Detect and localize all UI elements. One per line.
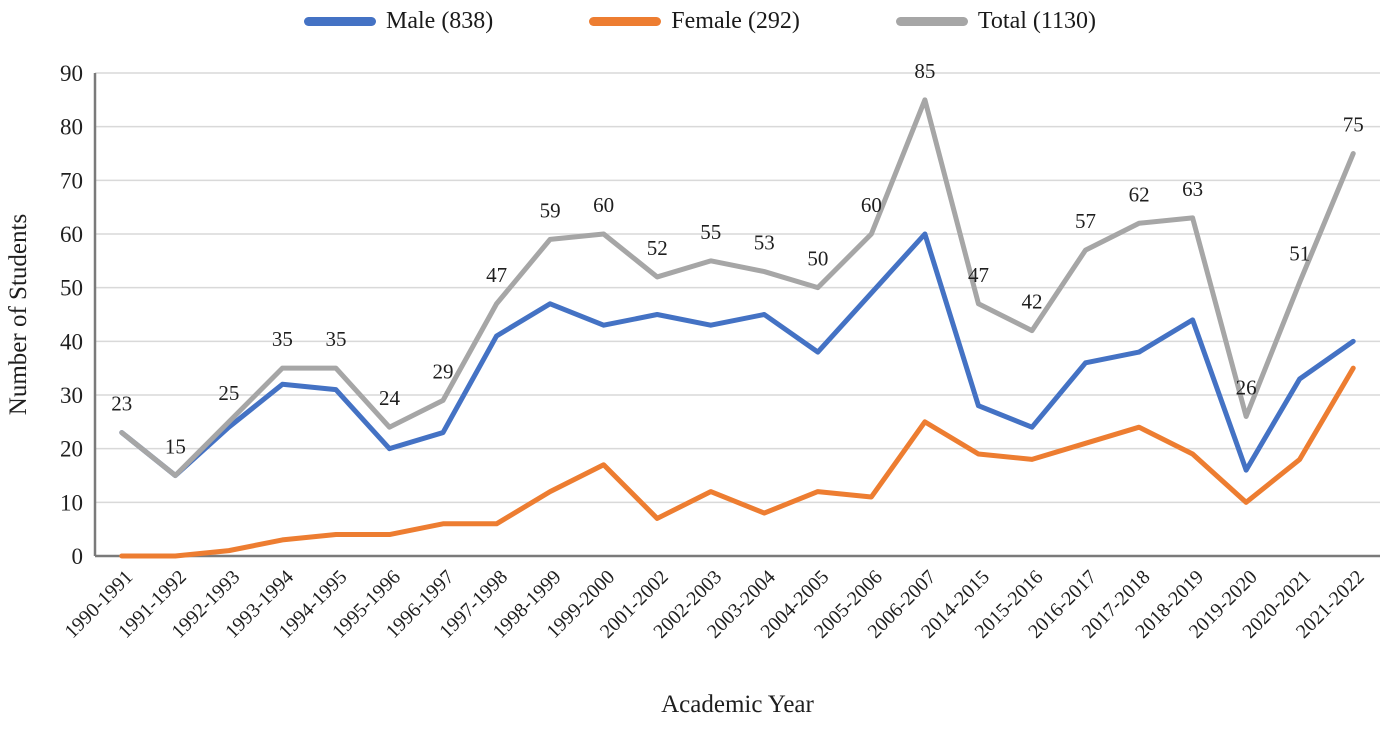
legend-line-swatch	[304, 16, 376, 26]
data-label: 35	[325, 327, 346, 351]
data-label: 59	[540, 198, 561, 222]
data-label: 53	[754, 231, 775, 255]
data-label: 62	[1129, 182, 1150, 206]
y-tick-label: 10	[60, 490, 83, 515]
y-tick-label: 0	[72, 544, 84, 569]
y-axis-title: Number of Students	[5, 214, 32, 415]
data-label: 51	[1289, 241, 1310, 265]
data-label: 24	[379, 386, 401, 410]
y-tick-label: 40	[60, 329, 83, 354]
legend-line-swatch	[589, 16, 662, 26]
legend-label: Male (838)	[386, 7, 494, 34]
data-label: 52	[647, 236, 668, 260]
data-label: 60	[861, 193, 882, 217]
legend-label: Female (292)	[671, 7, 800, 34]
y-tick-label: 70	[60, 168, 83, 193]
data-label: 26	[1236, 375, 1257, 399]
y-tick-label: 50	[60, 276, 83, 301]
data-label: 60	[593, 193, 614, 217]
series-line-female	[119, 365, 1356, 559]
data-label: 50	[807, 247, 828, 271]
y-tick-label: 60	[60, 222, 83, 247]
legend-line-swatch	[895, 16, 968, 26]
data-label: 23	[111, 392, 132, 416]
series-line-total	[119, 97, 1356, 478]
data-label: 75	[1343, 113, 1364, 137]
legend-item: Male (838)	[304, 8, 493, 35]
data-label: 35	[272, 327, 293, 351]
data-label: 63	[1182, 177, 1203, 201]
data-label: 47	[486, 263, 507, 287]
y-tick-label: 20	[60, 437, 83, 462]
y-tick-label: 80	[60, 115, 83, 140]
x-axis-title: Academic Year	[661, 691, 814, 718]
y-tick-label: 30	[60, 383, 83, 408]
series-line-male	[119, 231, 1356, 478]
y-tick-label: 90	[60, 61, 83, 86]
data-label: 47	[968, 263, 989, 287]
legend-label: Total (1130)	[977, 7, 1096, 34]
data-label: 42	[1021, 290, 1042, 314]
data-label: 29	[433, 359, 454, 383]
data-label: 15	[165, 435, 186, 459]
legend: Male (838) Female (292) Total (1130)	[0, 4, 1400, 38]
legend-item: Total (1130)	[895, 7, 1096, 35]
data-label: 57	[1075, 209, 1096, 233]
data-label: 55	[700, 220, 721, 244]
legend-item: Female (292)	[589, 8, 800, 35]
data-label: 85	[914, 59, 935, 83]
data-label: 25	[218, 381, 239, 405]
